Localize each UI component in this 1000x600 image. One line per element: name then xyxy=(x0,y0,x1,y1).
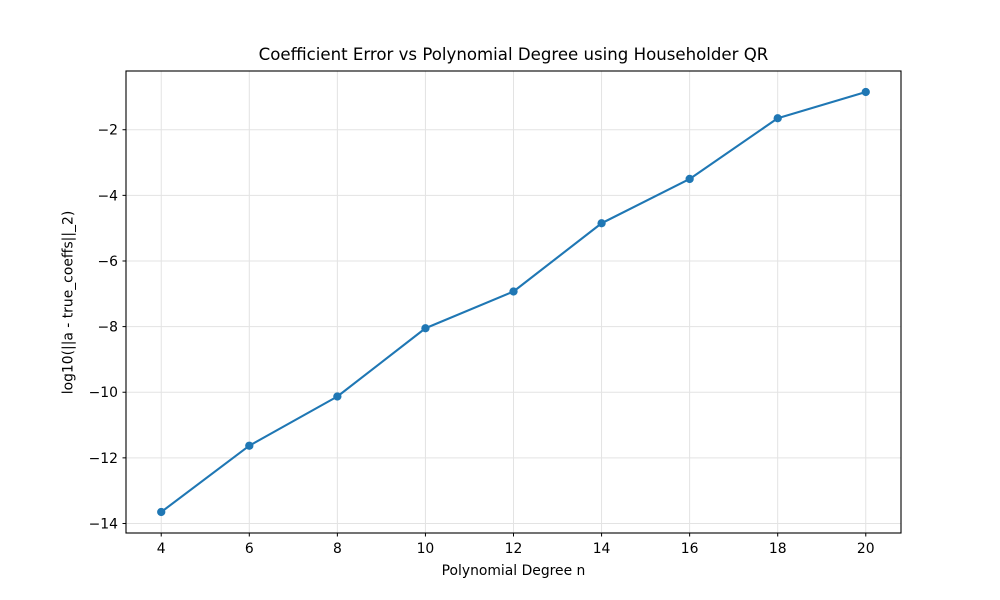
data-point-marker xyxy=(245,441,254,450)
x-tick-label: 20 xyxy=(857,541,875,557)
y-tick-label: −4 xyxy=(98,188,119,204)
x-tick-label: 6 xyxy=(245,541,254,557)
x-tick-label: 14 xyxy=(593,541,611,557)
data-point-marker xyxy=(157,507,166,517)
x-tick-label: 12 xyxy=(505,541,523,557)
y-tick-label: −6 xyxy=(98,254,118,270)
y-tick-label: −8 xyxy=(98,320,118,336)
x-tick-label: 18 xyxy=(769,541,787,557)
x-tick-label: 4 xyxy=(157,541,166,557)
data-point-marker xyxy=(861,87,870,97)
y-axis-label: log10(||a - true_coeffs||_2) xyxy=(60,210,77,395)
y-tick-label: −2 xyxy=(98,123,118,139)
data-point-marker xyxy=(685,174,694,184)
data-point-marker xyxy=(333,392,342,401)
data-point-marker xyxy=(597,219,606,228)
x-axis-label: Polynomial Degree n xyxy=(441,563,586,579)
data-point-marker xyxy=(509,287,518,296)
data-point-marker xyxy=(421,324,430,333)
y-tick-label: −14 xyxy=(89,516,118,532)
data-point-marker xyxy=(773,114,782,123)
x-tick-label: 10 xyxy=(417,541,435,557)
y-tick-label: −10 xyxy=(89,385,118,401)
chart-title: Coefficient Error vs Polynomial Degree u… xyxy=(258,45,769,64)
x-tick-label: 8 xyxy=(333,541,342,557)
y-tick-label: −12 xyxy=(89,451,118,467)
x-tick-label: 16 xyxy=(681,541,699,557)
